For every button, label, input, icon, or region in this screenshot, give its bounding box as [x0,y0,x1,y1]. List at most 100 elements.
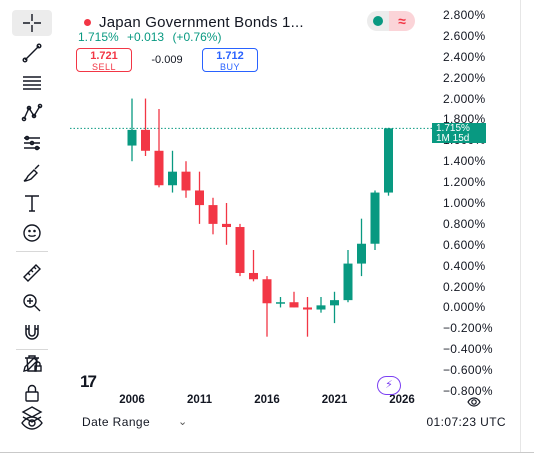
candle-body [154,150,164,186]
hide-drawings-button[interactable] [12,410,52,436]
candle[interactable] [384,127,393,196]
market-open-dot-icon [373,16,383,26]
price-tick-label: 1.800% [443,112,486,127]
crosshair-tool-button[interactable] [12,10,52,36]
price-tick-label: 0.400% [443,258,486,273]
chart-pane[interactable] [70,0,520,412]
lock-all-button[interactable] [12,380,52,406]
candle[interactable] [370,190,380,250]
candle-body [343,263,353,301]
crosshair-icon [23,14,41,32]
measure-lines-tool-button[interactable] [12,130,52,156]
candle[interactable] [262,276,272,337]
horizontal-lines-icon [23,76,41,90]
last-price: 1.715% [78,30,119,44]
text-tool-button[interactable] [12,190,52,216]
axis-settings-icon[interactable] [467,395,481,409]
magnet-icon [25,325,39,340]
price-tick-label: 1.000% [443,196,486,210]
candle[interactable] [141,98,150,156]
emoji-icon [23,224,41,242]
candle-body [276,302,285,304]
candle[interactable] [316,297,326,313]
symbol-row[interactable]: Japan Government Bonds 1... [76,12,304,32]
wave-icon: ≈ [398,13,406,29]
symbol-name[interactable]: Japan Government Bonds 1... [99,13,304,31]
candle[interactable] [127,98,137,162]
candlestick-chart[interactable] [70,0,520,412]
bottom-toolbar: Date Range ⌄ 01:07:23 UTC [70,412,520,432]
candle[interactable] [303,297,312,337]
toolbar-divider [16,251,48,252]
candle[interactable] [195,171,204,224]
sell-button[interactable]: 1.721 SELL [76,48,132,72]
drawing-toolbar [6,6,62,446]
trend-line-icon [22,43,42,63]
candle-body [127,129,137,146]
header-pills: ≈ [367,11,415,31]
candle[interactable] [181,161,191,198]
time-axis[interactable]: 2006 2011 2016 2021 2026 [70,394,440,412]
eye-icon [21,416,43,430]
ruler-tool-button[interactable] [12,260,52,286]
magnet-tool-button[interactable] [12,320,52,346]
symbol-legend[interactable]: Japan Government Bonds 1... 1.715% +0.01… [76,8,426,72]
price-tick-label: 2.000% [443,91,486,106]
candle[interactable] [154,109,164,188]
price-tick-label: 0.800% [443,216,486,231]
candle[interactable] [276,297,285,308]
pattern-tool-button[interactable] [12,100,52,126]
candle-body [330,300,339,306]
candle[interactable] [330,291,339,324]
price-tick-label: 2.800% [443,8,486,22]
candle-body [222,223,231,228]
horizontal-lines-tool-button[interactable] [12,70,52,96]
date-range-button[interactable]: Date Range [82,415,151,429]
sell-price: 1.721 [90,50,118,62]
candle[interactable] [357,218,366,277]
trend-line-tool-button[interactable] [12,40,52,66]
remove-drawings-button[interactable] [12,350,52,376]
candle-body [195,190,204,206]
lightning-icon: ⚡ [385,379,393,391]
price-tick-label: 2.600% [443,28,486,43]
utc-clock[interactable]: 01:07:23 UTC [426,415,506,429]
price-axis[interactable]: 2.800%2.600%2.400%2.200%2.000%1.800%1.60… [443,0,523,412]
candle[interactable] [249,250,258,282]
object-tree-button[interactable] [12,402,52,428]
zoom-in-tool-button[interactable] [12,290,52,316]
candle[interactable] [343,250,353,303]
chevron-down-icon[interactable]: ⌄ [178,416,188,428]
candle[interactable] [289,291,299,308]
candle[interactable] [222,203,231,245]
ruler-icon [23,264,41,282]
candle-body [384,128,393,193]
buy-button[interactable]: 1.712 BUY [202,48,258,72]
candle-body [249,272,258,280]
data-delay-button[interactable]: ≈ [389,11,415,31]
candle-body [181,171,191,191]
frame-divider [0,452,534,453]
candle-body [303,307,312,310]
candle-body [168,171,177,186]
lock-icon [25,384,39,402]
candle-body [208,205,218,224]
candle[interactable] [208,197,218,235]
time-tick-label: 2026 [389,394,415,406]
candle[interactable] [235,223,245,277]
brush-tool-button[interactable] [12,160,52,186]
market-open-button[interactable] [367,11,389,31]
layers-icon [21,406,43,423]
price-tick-label: −0.400% [443,342,493,357]
emoji-tool-button[interactable] [12,220,52,246]
price-tick-label: 1.200% [443,175,486,190]
trade-row: 1.721 SELL -0.009 1.712 BUY [76,48,258,72]
price-change: +0.013 [127,30,165,44]
candle[interactable] [168,150,177,193]
brush-icon [23,164,40,182]
lightning-button[interactable]: ⚡ [377,376,401,395]
price-tick-label: 1.400% [443,154,486,169]
measure-lines-icon [24,135,40,151]
buy-price: 1.712 [216,50,244,62]
price-tick-label: 2.200% [443,70,486,85]
